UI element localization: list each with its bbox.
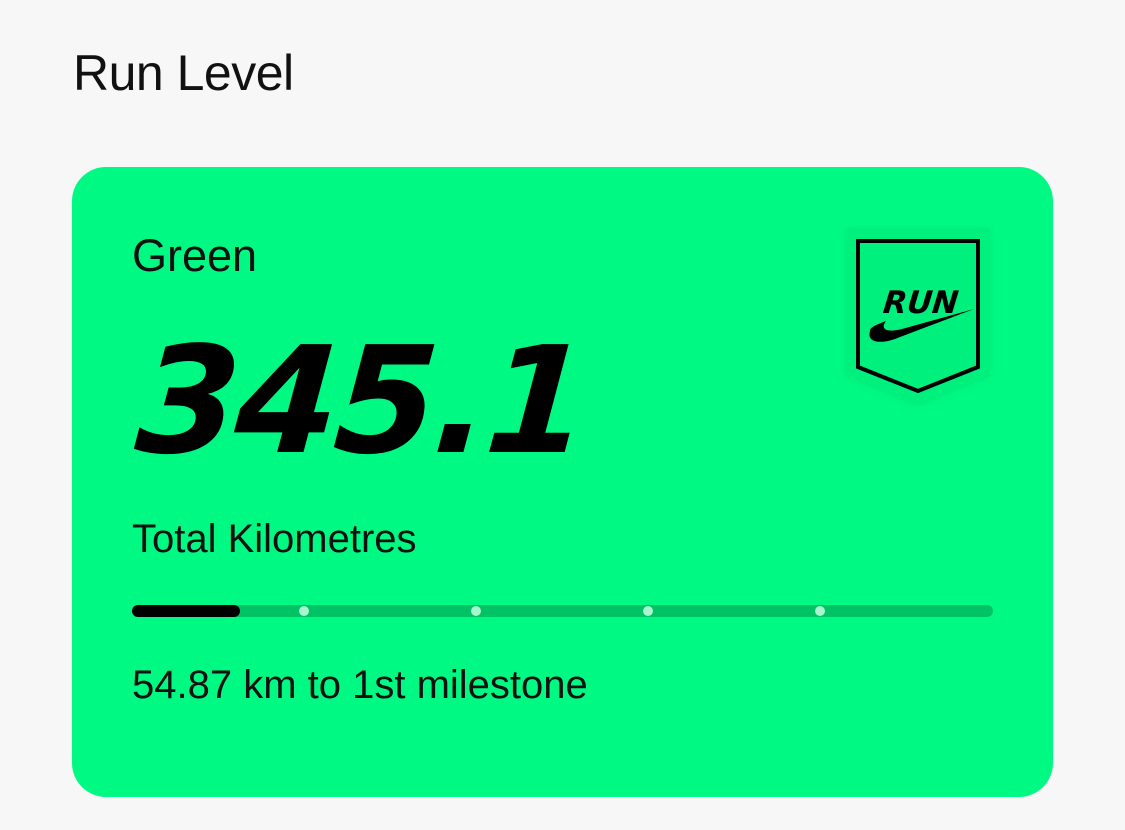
total-kilometres-value: 345.1: [131, 315, 592, 487]
run-level-card[interactable]: Green 345.1 Total Kilometres 54.87 km to…: [72, 167, 1053, 797]
milestone-progress-bar: [132, 605, 993, 617]
run-badge-icon: RUN: [842, 225, 994, 407]
run-badge-label: RUN: [881, 285, 960, 321]
milestone-dot: [643, 606, 653, 616]
section-title: Run Level: [73, 45, 294, 101]
milestone-dot: [299, 606, 309, 616]
level-name: Green: [132, 230, 258, 281]
milestone-remaining-text: 54.87 km to 1st milestone: [132, 663, 588, 707]
total-kilometres-label: Total Kilometres: [132, 517, 417, 561]
milestone-dot: [471, 606, 481, 616]
milestone-dot: [815, 606, 825, 616]
milestone-progress-fill: [132, 605, 240, 617]
